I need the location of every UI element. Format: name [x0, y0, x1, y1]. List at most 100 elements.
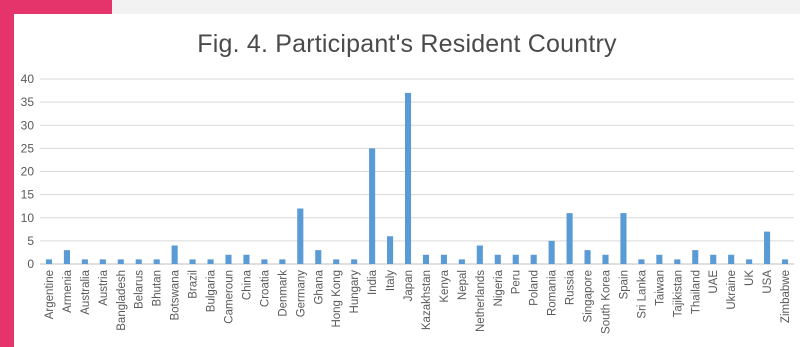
bar-croatia: [261, 259, 268, 264]
bar-italy: [387, 236, 394, 264]
y-tick-label: 0: [27, 257, 34, 271]
x-tick-label: Botswana: [170, 269, 182, 320]
y-tick-label: 10: [21, 211, 35, 225]
bar-argentine: [45, 259, 53, 264]
bar-chart: 0 5 10 15 20 25 30 35 40 Argentine Armenia Austral…: [21, 72, 794, 334]
x-tick-label: Bangladesh: [116, 270, 128, 331]
x-tick-label: Zimbabwe: [780, 270, 792, 323]
bar-sri-lanka: [638, 259, 645, 264]
bar-bulgaria: [207, 259, 214, 264]
x-tick-label: Ghana: [313, 269, 325, 304]
x-tick-label: Australia: [80, 269, 92, 314]
bar-india: [369, 148, 376, 264]
bar-netherlands: [476, 245, 483, 264]
bar-hungary: [351, 259, 358, 264]
bar-botswana: [171, 245, 178, 264]
bar-kenya: [440, 254, 447, 264]
top-bar: [0, 0, 800, 14]
bar-thailand: [692, 250, 699, 264]
x-axis-ticks: Argentine Armenia Australia Austria Banglade…: [44, 269, 792, 334]
bar-armenia: [63, 250, 70, 264]
y-tick-label: 30: [21, 118, 35, 132]
y-tick-label: 5: [27, 234, 34, 248]
bar-kazakhstan: [422, 254, 430, 264]
x-tick-label: Netherlands: [475, 270, 487, 332]
bar-germany: [297, 208, 304, 264]
bar-brazil: [189, 259, 196, 264]
bar-uk: [746, 259, 753, 264]
bar-china: [243, 254, 250, 264]
x-tick-label: Romania: [547, 269, 559, 316]
bar-russia: [566, 213, 573, 264]
x-tick-label: Hungary: [349, 270, 361, 314]
x-tick-label: India: [367, 269, 379, 295]
x-tick-label: Russia: [565, 269, 577, 305]
bar-cameroun: [225, 254, 232, 264]
bar-japan: [404, 92, 412, 264]
x-tick-label: Hong Kong: [331, 270, 343, 328]
bar-nepal: [458, 259, 465, 264]
bar-tajikistan: [674, 259, 681, 264]
x-tick-label: Spain: [618, 270, 630, 299]
x-tick-label: USA: [762, 270, 774, 294]
x-tick-label: Nigeria: [493, 269, 505, 306]
bar-zimbabwe: [781, 259, 789, 264]
bar-bhutan: [153, 259, 160, 264]
x-tick-label: Belarus: [134, 270, 146, 309]
x-tick-label: Cameroun: [224, 270, 236, 324]
x-tick-label: Ukraine: [726, 270, 738, 310]
y-tick-label: 25: [21, 141, 35, 155]
x-tick-label: Taiwan: [654, 270, 666, 306]
bar-ukraine: [728, 254, 735, 264]
bar-south-korea: [602, 254, 609, 264]
y-tick-label: 20: [21, 165, 35, 179]
x-tick-label: Denmark: [277, 270, 289, 317]
y-axis-ticks: 0 5 10 15 20 25 30 35 40: [21, 72, 35, 271]
chart-title: Fig. 4. Participant's Resident Country: [197, 30, 617, 58]
x-tick-label: Armenia: [62, 269, 74, 312]
x-tick-label: Argentine: [44, 270, 56, 319]
bar-belarus: [135, 259, 142, 264]
bar-usa: [764, 231, 771, 264]
bars: [45, 92, 789, 264]
bar-spain: [620, 213, 627, 264]
bar-ghana: [315, 250, 322, 264]
bar-nigeria: [494, 254, 501, 264]
bar-singapore: [584, 250, 591, 264]
x-tick-label: Bulgaria: [206, 269, 218, 312]
bar-peru: [512, 254, 519, 264]
y-tick-label: 40: [21, 72, 35, 86]
x-tick-label: South Korea: [601, 269, 613, 334]
x-tick-label: Poland: [529, 270, 541, 306]
x-tick-label: Bhutan: [152, 270, 164, 306]
bar-denmark: [279, 259, 286, 264]
bar-poland: [530, 254, 537, 264]
x-tick-label: Singapore: [583, 270, 595, 322]
x-tick-label: Thailand: [690, 270, 702, 314]
x-tick-label: Kazakhstan: [421, 270, 433, 330]
x-tick-label: Nepal: [457, 270, 469, 300]
x-tick-label: UK: [744, 270, 756, 286]
x-tick-label: Tajikistan: [672, 270, 684, 317]
bar-australia: [81, 259, 88, 264]
x-tick-label: Kenya: [439, 269, 451, 302]
bar-taiwan: [656, 254, 663, 264]
accent-block: [0, 0, 112, 14]
x-tick-label: Peru: [511, 270, 523, 294]
x-tick-label: UAE: [708, 270, 720, 294]
bar-hong-kong: [333, 259, 340, 264]
x-tick-label: China: [241, 269, 253, 300]
bar-bangladesh: [117, 259, 124, 264]
bar-austria: [99, 259, 106, 264]
x-tick-label: Croatia: [259, 269, 271, 307]
bar-romania: [548, 240, 555, 264]
grid-layer: [40, 78, 794, 265]
left-accent-stripe: [0, 14, 14, 347]
x-tick-label: Japan: [403, 270, 415, 301]
x-tick-label: Italy: [385, 270, 397, 291]
x-tick-label: Germany: [295, 270, 307, 318]
x-tick-label: Brazil: [188, 270, 200, 299]
y-tick-label: 35: [21, 95, 35, 109]
y-tick-label: 15: [21, 188, 35, 202]
x-tick-label: Austria: [98, 269, 110, 305]
